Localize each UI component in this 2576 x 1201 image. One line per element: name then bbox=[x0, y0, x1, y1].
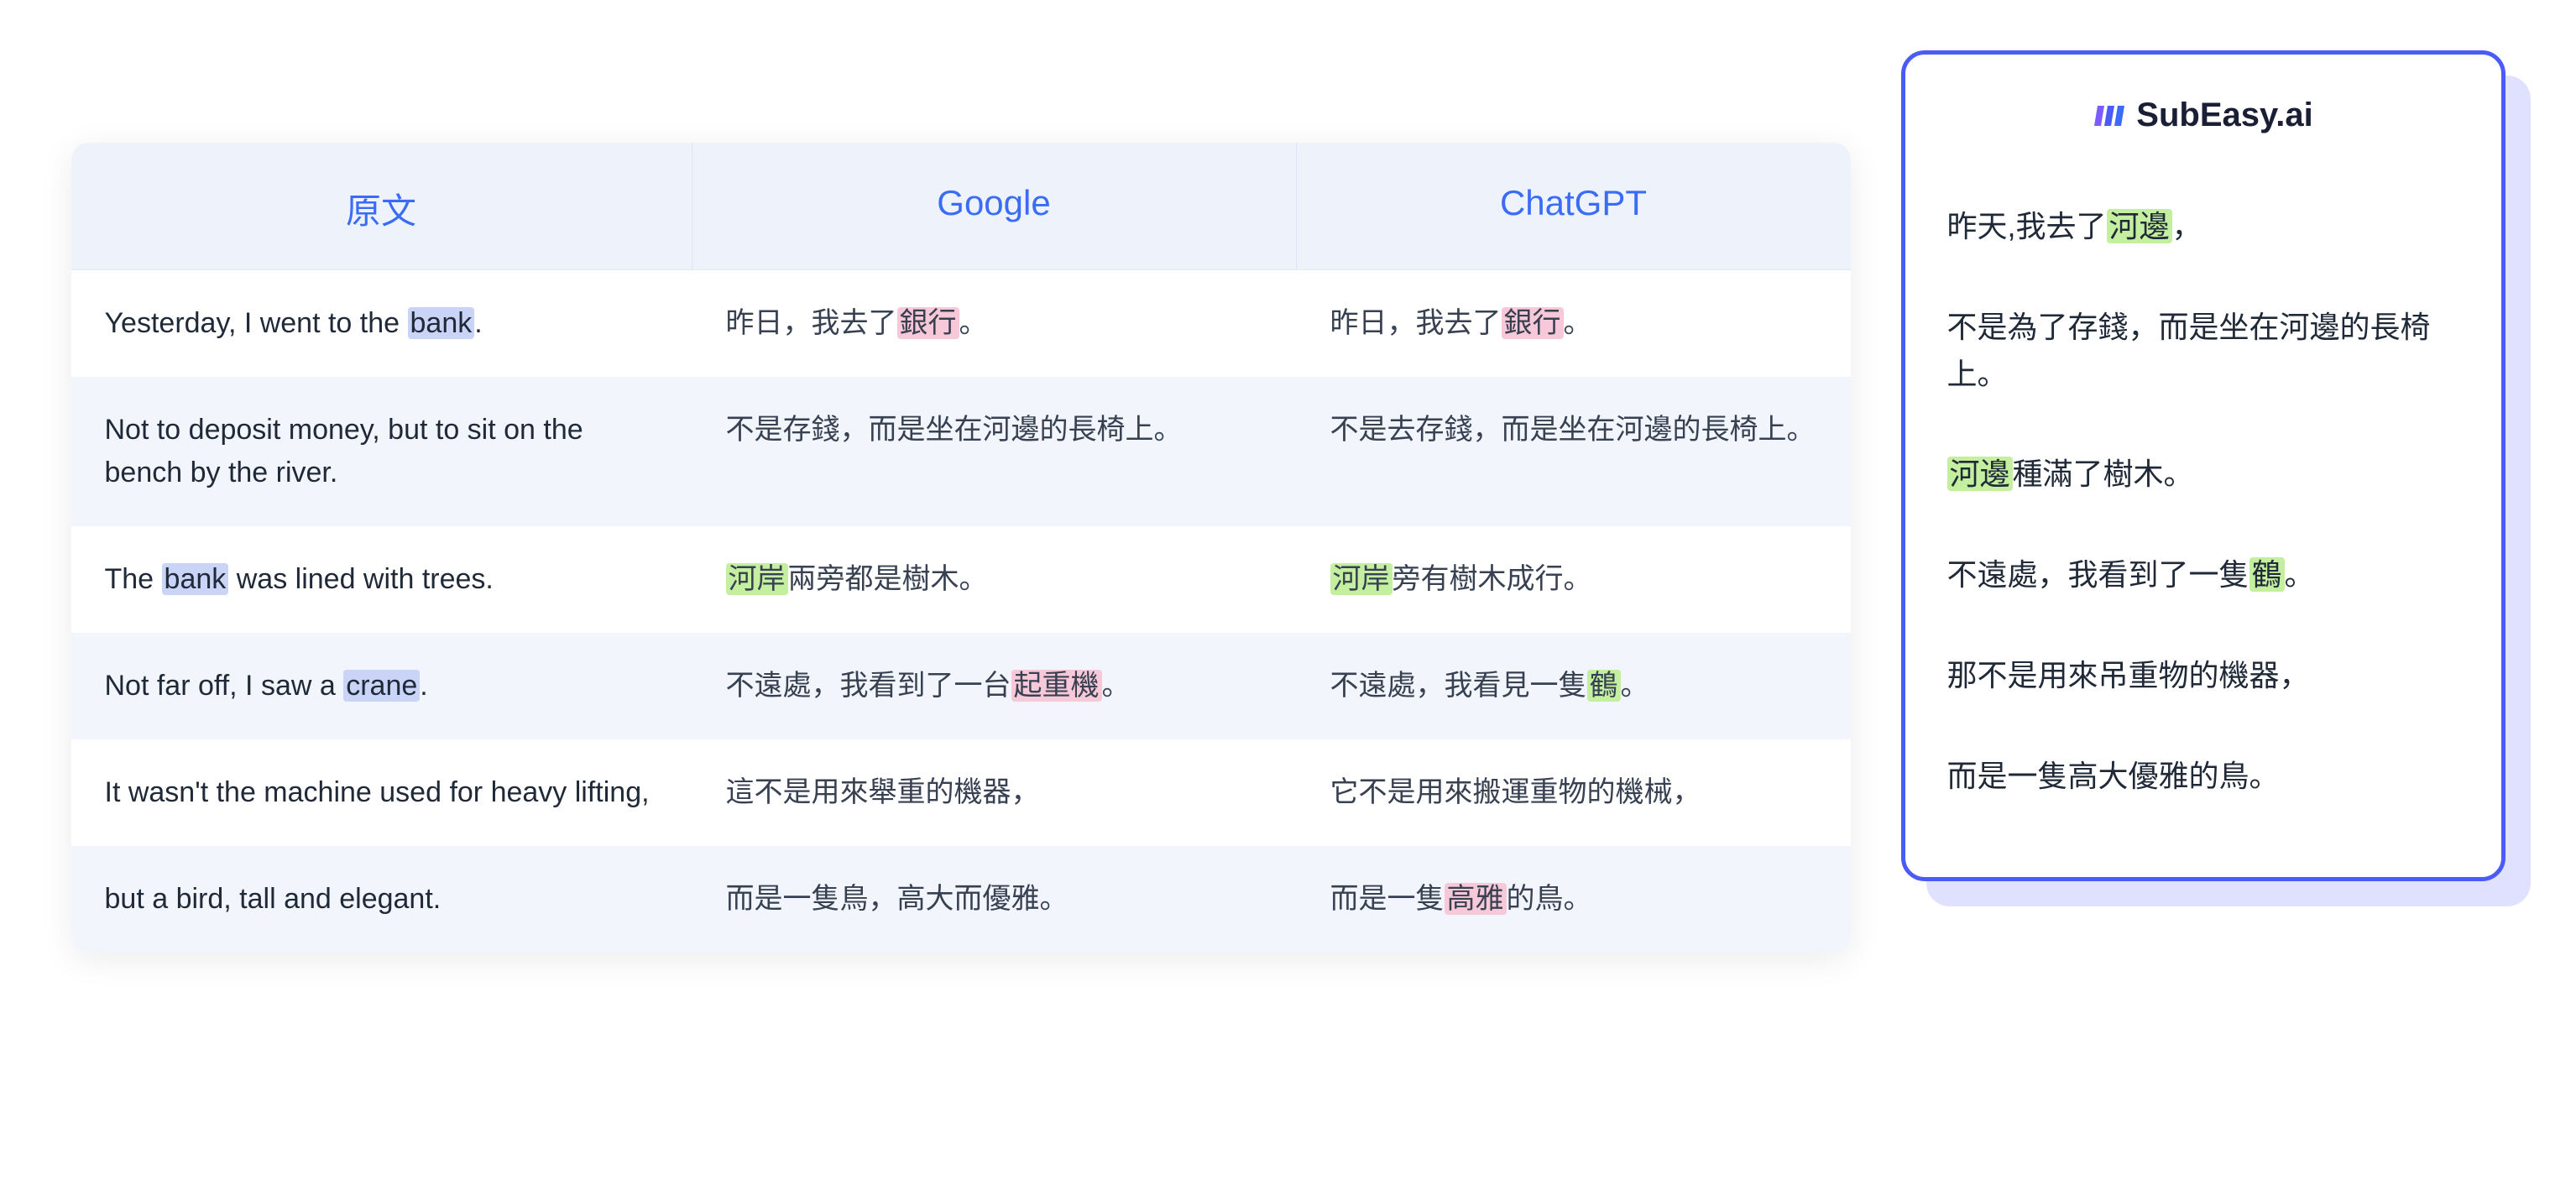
cell-original: It wasn't the machine used for heavy lif… bbox=[71, 739, 692, 846]
cell-google: 不是存錢，而是坐在河邊的長椅上。 bbox=[692, 377, 1297, 526]
highlight-blue: bank bbox=[408, 307, 475, 339]
highlight-pink: 銀行 bbox=[897, 307, 959, 339]
cell-chatgpt: 昨日，我去了銀行。 bbox=[1297, 270, 1851, 377]
cell-google: 不遠處，我看到了一台起重機。 bbox=[692, 633, 1297, 739]
highlight-blue: crane bbox=[343, 670, 420, 702]
highlight-green: 河岸 bbox=[726, 563, 788, 595]
highlight-green: 鶴 bbox=[1587, 670, 1621, 702]
cell-google: 而是一隻鳥，高大而優雅。 bbox=[692, 846, 1297, 953]
logo-icon bbox=[2093, 99, 2126, 133]
header-original: 原文 bbox=[71, 143, 692, 269]
highlight-pink: 高雅 bbox=[1445, 883, 1507, 915]
table-row: It wasn't the machine used for heavy lif… bbox=[71, 739, 1851, 846]
highlight-blue: bank bbox=[162, 563, 229, 595]
highlight-green: 河邊 bbox=[1947, 457, 2013, 491]
highlight-green: 河岸 bbox=[1330, 563, 1393, 595]
cell-chatgpt: 它不是用來搬運重物的機械， bbox=[1297, 739, 1851, 846]
cell-google: 河岸兩旁都是樹木。 bbox=[692, 526, 1297, 633]
card-translation-item: 不遠處，我看到了一隻鶴。 bbox=[1947, 525, 2459, 625]
card-translation-item: 河邊種滿了樹木。 bbox=[1947, 424, 2459, 525]
header-google: Google bbox=[692, 143, 1297, 269]
table-row: but a bird, tall and elegant.而是一隻鳥，高大而優雅… bbox=[71, 846, 1851, 953]
cell-original: Not far off, I saw a crane. bbox=[71, 633, 692, 739]
highlight-green: 鶴 bbox=[2249, 557, 2285, 592]
card-translation-item: 昨天,我去了河邊， bbox=[1947, 176, 2459, 277]
subeasy-card: SubEasy.ai 昨天,我去了河邊，不是為了存錢，而是坐在河邊的長椅上。河邊… bbox=[1901, 50, 2505, 881]
table-row: Not to deposit money, but to sit on the … bbox=[71, 377, 1851, 526]
table-body: Yesterday, I went to the bank.昨日，我去了銀行。昨… bbox=[71, 270, 1851, 953]
comparison-table: 原文 Google ChatGPT Yesterday, I went to t… bbox=[71, 143, 1851, 953]
card-body: 昨天,我去了河邊，不是為了存錢，而是坐在河邊的長椅上。河邊種滿了樹木。不遠處，我… bbox=[1947, 176, 2459, 827]
comparison-container: 原文 Google ChatGPT Yesterday, I went to t… bbox=[71, 50, 2505, 860]
cell-original: but a bird, tall and elegant. bbox=[71, 846, 692, 953]
cell-original: The bank was lined with trees. bbox=[71, 526, 692, 633]
cell-chatgpt: 河岸旁有樹木成行。 bbox=[1297, 526, 1851, 633]
header-chatgpt: ChatGPT bbox=[1297, 143, 1851, 269]
card-translation-item: 不是為了存錢，而是坐在河邊的長椅上。 bbox=[1947, 277, 2459, 425]
highlight-green: 河邊 bbox=[2107, 209, 2172, 243]
cell-original: Yesterday, I went to the bank. bbox=[71, 270, 692, 377]
highlight-pink: 起重機 bbox=[1011, 670, 1102, 702]
brand-logo: SubEasy.ai bbox=[1947, 97, 2459, 134]
table-row: The bank was lined with trees.河岸兩旁都是樹木。河… bbox=[71, 526, 1851, 633]
brand-name: SubEasy.ai bbox=[2136, 97, 2312, 134]
cell-original: Not to deposit money, but to sit on the … bbox=[71, 377, 692, 526]
table-row: Yesterday, I went to the bank.昨日，我去了銀行。昨… bbox=[71, 270, 1851, 377]
table-row: Not far off, I saw a crane.不遠處，我看到了一台起重機… bbox=[71, 633, 1851, 739]
cell-google: 這不是用來舉重的機器， bbox=[692, 739, 1297, 846]
cell-google: 昨日，我去了銀行。 bbox=[692, 270, 1297, 377]
cell-chatgpt: 不遠處，我看見一隻鶴。 bbox=[1297, 633, 1851, 739]
cell-chatgpt: 不是去存錢，而是坐在河邊的長椅上。 bbox=[1297, 377, 1851, 526]
card-translation-item: 那不是用來吊重物的機器， bbox=[1947, 625, 2459, 726]
cell-chatgpt: 而是一隻高雅的鳥。 bbox=[1297, 846, 1851, 953]
card-translation-item: 而是一隻高大優雅的鳥。 bbox=[1947, 726, 2459, 827]
highlight-pink: 銀行 bbox=[1502, 307, 1564, 339]
table-header-row: 原文 Google ChatGPT bbox=[71, 143, 1851, 270]
